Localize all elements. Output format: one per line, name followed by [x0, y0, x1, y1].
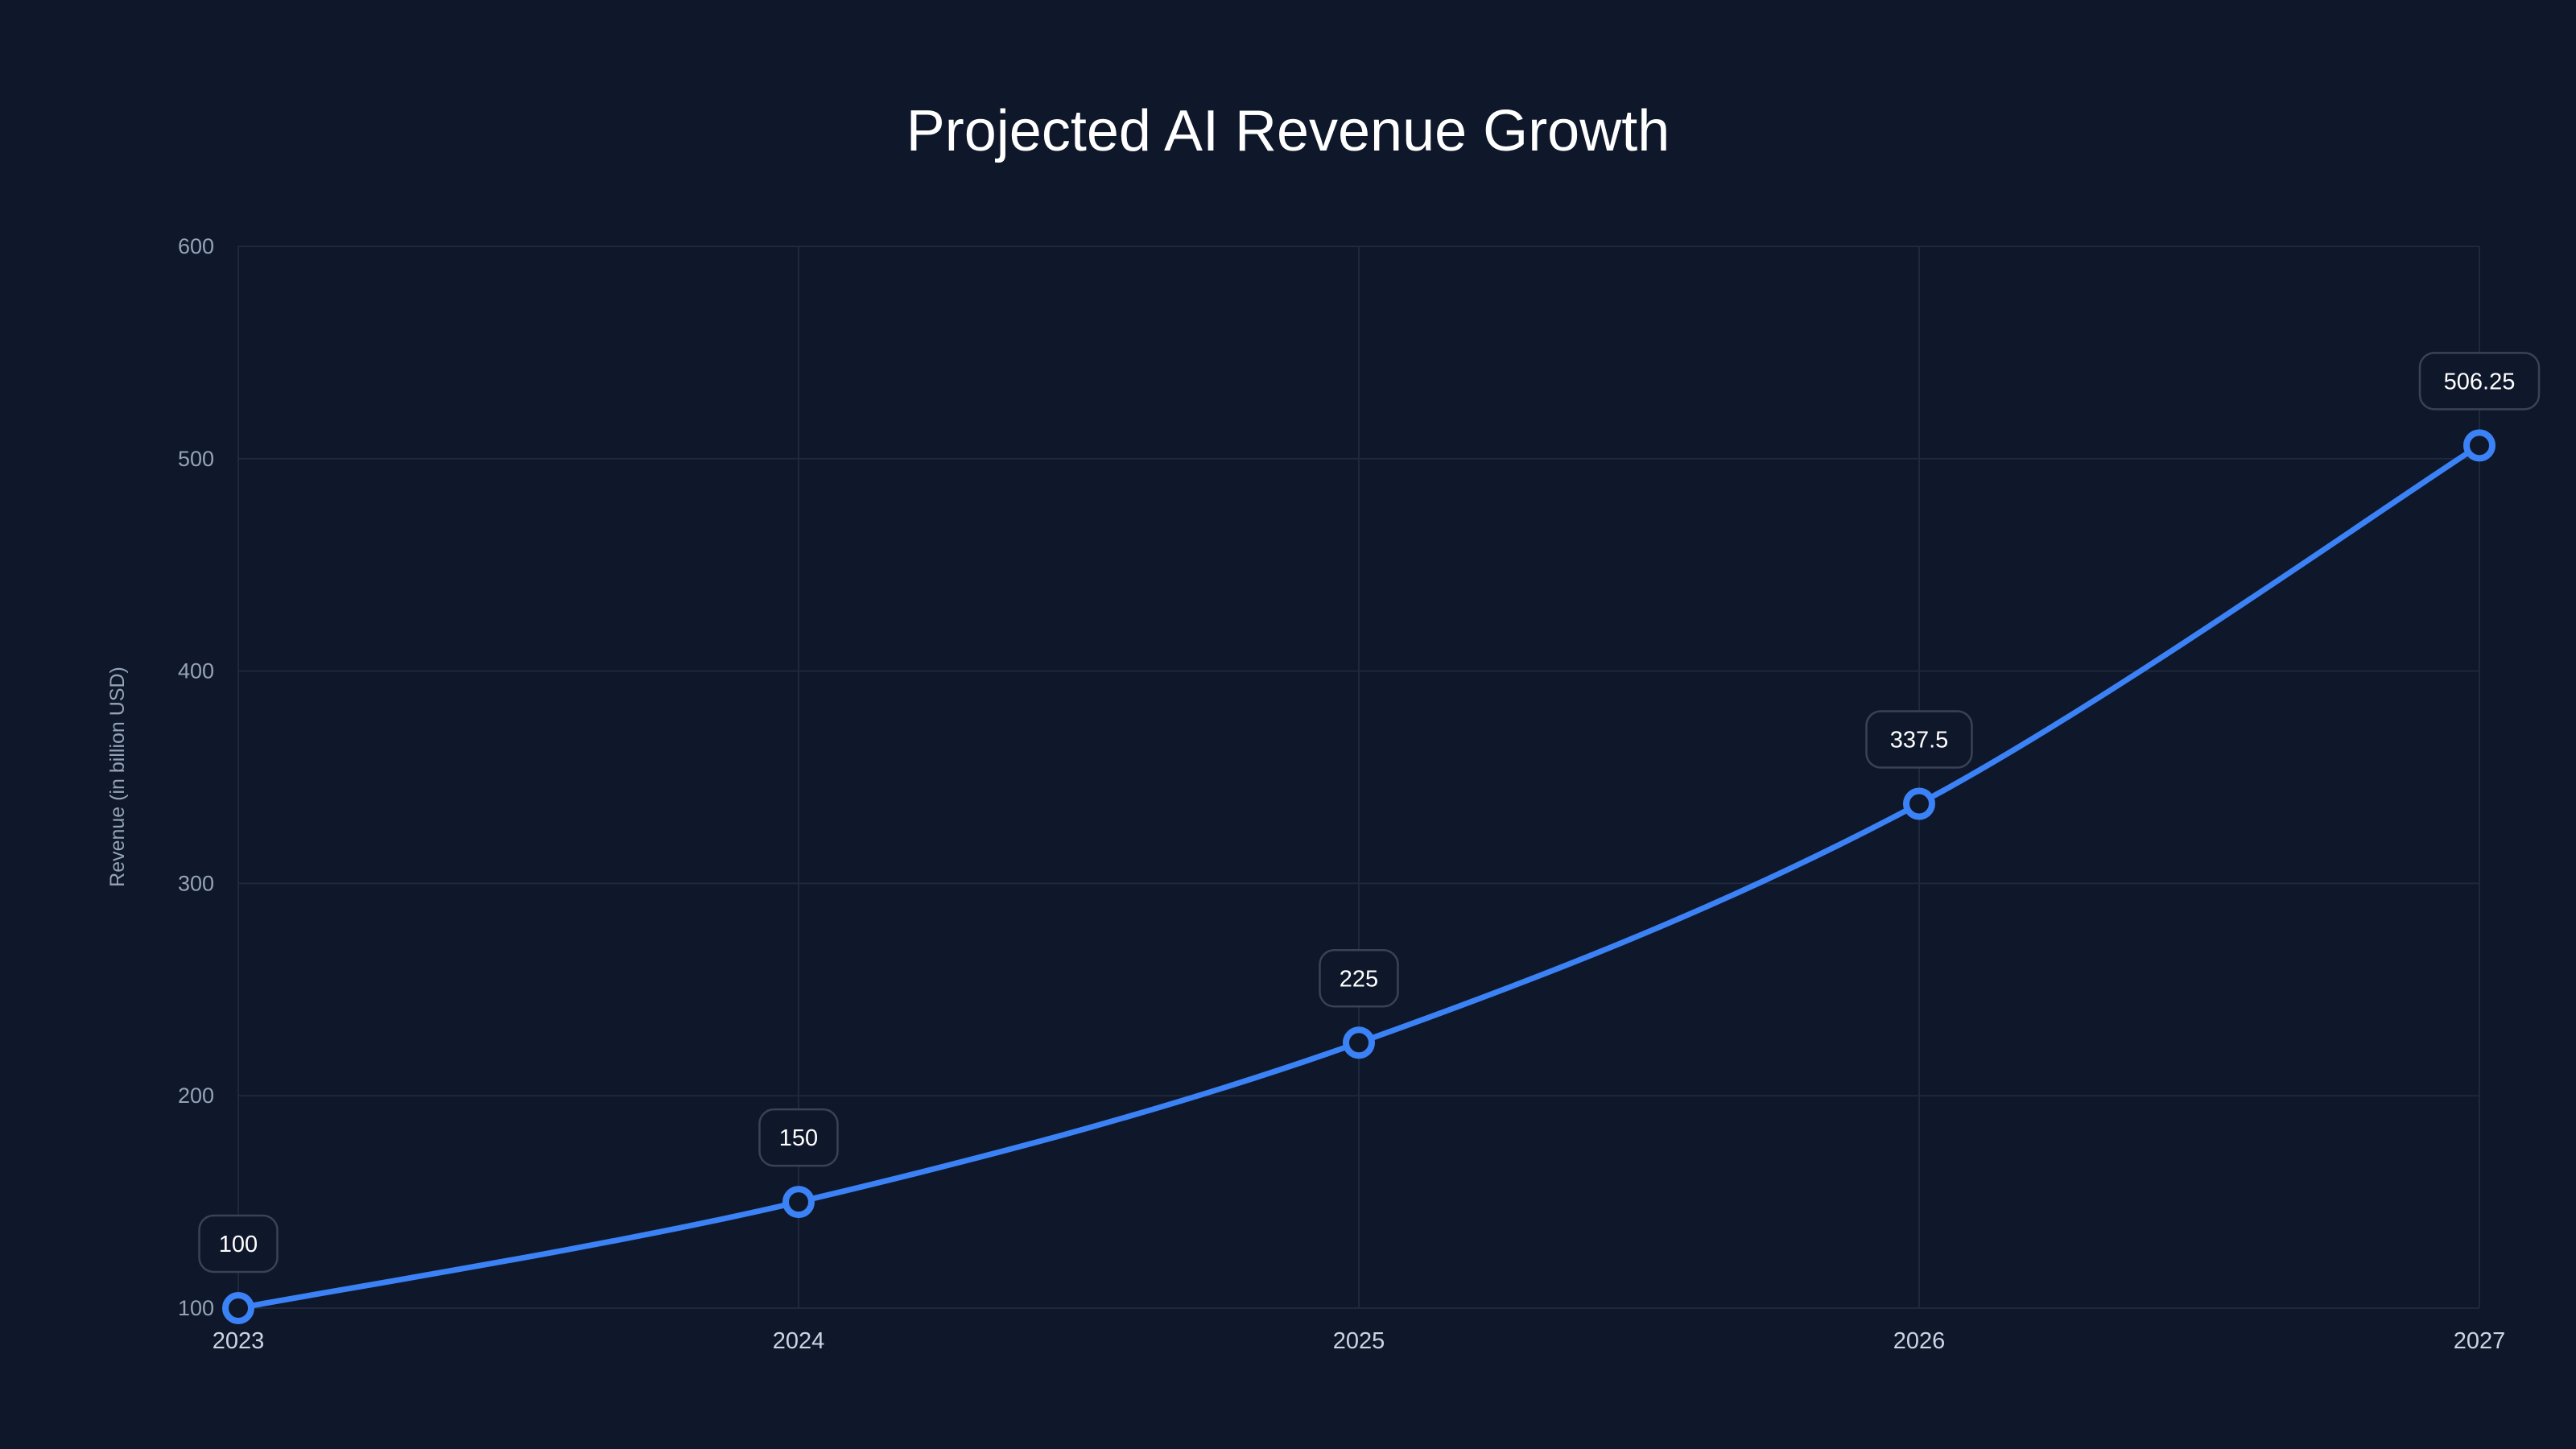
data-label-box: [758, 1108, 839, 1167]
y-tick-label: 600: [178, 234, 214, 258]
y-tick-label: 200: [178, 1084, 214, 1108]
y-tick-label: 300: [178, 871, 214, 895]
data-label-box: [198, 1214, 279, 1274]
data-point: [782, 1186, 815, 1219]
data-label: 337.5: [1890, 727, 1949, 753]
data-label: 225: [1340, 966, 1378, 992]
data-label: 506.25: [2444, 369, 2516, 394]
data-label: 150: [779, 1125, 818, 1151]
x-tick-label: 2023: [213, 1328, 265, 1354]
x-tick-label: 2024: [773, 1328, 825, 1354]
y-tick-label: 100: [178, 1296, 214, 1320]
data-label-box: [2418, 352, 2541, 411]
y-axis-label: Revenue (in billion USD): [106, 667, 129, 887]
data-point: [222, 1292, 254, 1324]
data-label: 100: [219, 1232, 258, 1257]
y-tick-label: 400: [178, 659, 214, 683]
data-label-box: [1319, 949, 1399, 1008]
data-point: [1903, 787, 1935, 820]
data-point: [1343, 1026, 1375, 1059]
data-point: [2463, 429, 2496, 462]
x-tick-label: 2026: [1893, 1328, 1946, 1354]
x-tick-label: 2025: [1333, 1328, 1385, 1354]
chart-title: Projected AI Revenue Growth: [906, 99, 1670, 163]
x-tick-label: 2027: [2454, 1328, 2506, 1354]
data-label-box: [1865, 710, 1973, 769]
y-tick-label: 500: [178, 447, 214, 471]
